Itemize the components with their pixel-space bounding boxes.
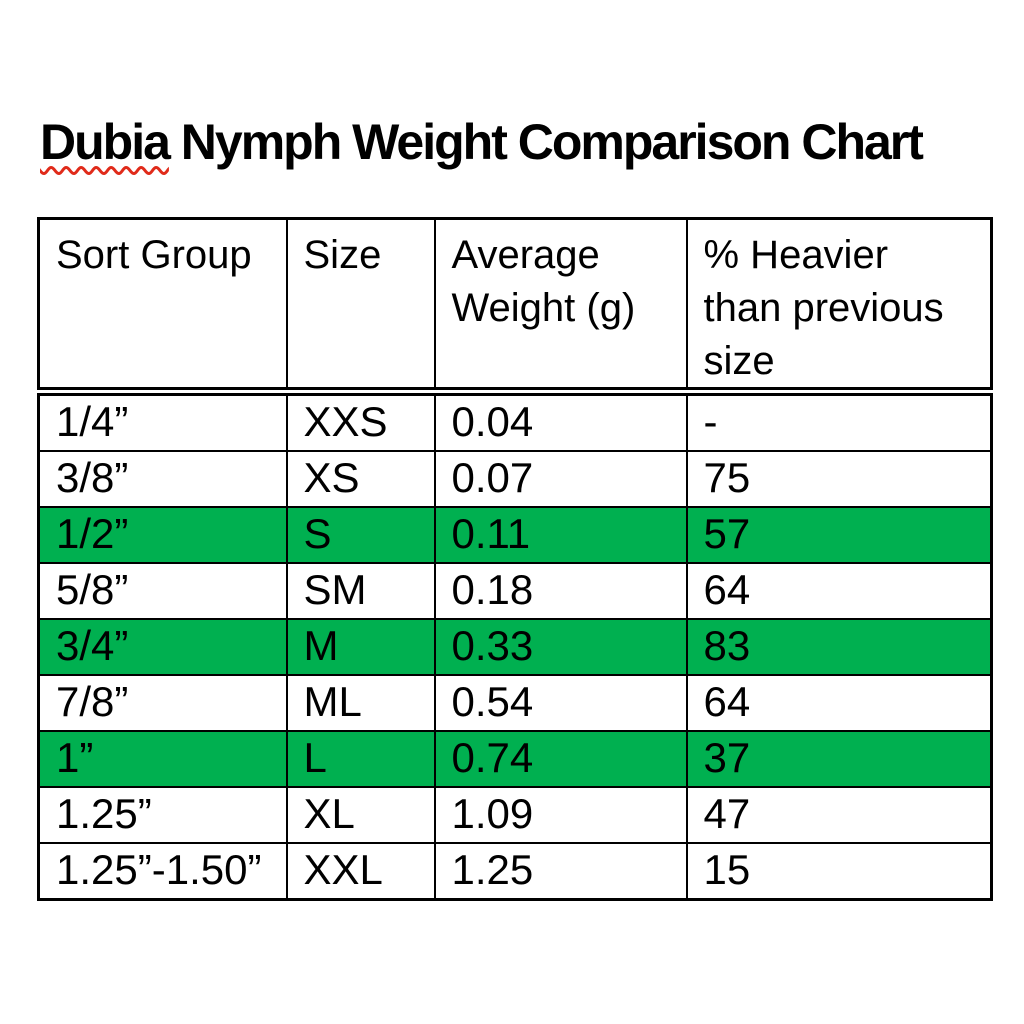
table-cell: S [285,506,436,565]
table-row: 5/8” SM 0.18 64 [37,562,993,621]
table-cell: XXL [285,842,436,901]
table-cell: 47 [685,786,993,845]
table-cell: 0.33 [433,618,688,677]
table-cell: L [285,730,436,789]
table-cell: 1.25 [433,842,688,901]
header-size: Size [285,217,436,397]
table-cell: 83 [685,618,993,677]
table-row: 7/8” ML 0.54 64 [37,674,993,733]
table-cell: 3/8” [37,450,288,509]
weight-comparison-table: Sort Group Size Average Weight (g) % Hea… [37,217,993,902]
table-body: 1/4” XXS 0.04-3/8” XS 0.07 75 1/2” S 0.11 57 5/8” S… [37,390,993,901]
table-cell: 0.18 [433,562,688,621]
header-average-weight: Average Weight (g) [433,217,688,397]
table-cell: 0.74 [433,730,688,789]
table-cell: SM [285,562,436,621]
table-row: 3/8” XS 0.07 75 [37,450,993,509]
table-row: 1” L 0.74 37 [37,730,993,789]
table-cell: 1.25”-1.50” [37,842,288,901]
table-row: 1/2” S 0.11 57 [37,506,993,565]
table-cell: XXS [285,390,436,453]
table-cell: 1.25” [37,786,288,845]
table-header: Sort Group Size Average Weight (g) % Hea… [37,217,993,397]
header-pct-heavier: % Heavier than previous size [685,217,993,397]
table-cell: 0.07 [433,450,688,509]
table-cell: 1” [37,730,288,789]
table-row: 1/4” XXS 0.04- [37,390,993,453]
table-cell: 64 [685,674,993,733]
table-cell: 15 [685,842,993,901]
table-cell: 1.09 [433,786,688,845]
table-cell: 5/8” [37,562,288,621]
table-row: 3/4” M 0.33 83 [37,618,993,677]
table-row: 1.25” XL 1.09 47 [37,786,993,845]
table-cell: 0.11 [433,506,688,565]
header-sort-group: Sort Group [37,217,288,397]
table-cell: 75 [685,450,993,509]
header-row: Sort Group Size Average Weight (g) % Hea… [37,217,993,397]
table-cell: M [285,618,436,677]
title-misspelled-word: Dubia [40,114,171,170]
title-rest: Nymph Weight Comparison Chart [168,114,924,170]
table-cell: 0.54 [433,674,688,733]
table-cell: 1/4” [37,390,288,453]
table-cell: 37 [685,730,993,789]
table-cell: 7/8” [37,674,288,733]
table-cell: ML [285,674,436,733]
table-cell: 57 [685,506,993,565]
table-cell: 3/4” [37,618,288,677]
table-cell: 64 [685,562,993,621]
table-cell: XL [285,786,436,845]
table-row: 1.25”-1.50” XXL 1.25 15 [37,842,993,901]
table-cell: 0.04 [433,390,688,453]
table-cell: - [685,390,993,453]
page-title: Dubia Nymph Weight Comparison Chart [40,114,924,170]
table-cell: XS [285,450,436,509]
table-cell: 1/2” [37,506,288,565]
